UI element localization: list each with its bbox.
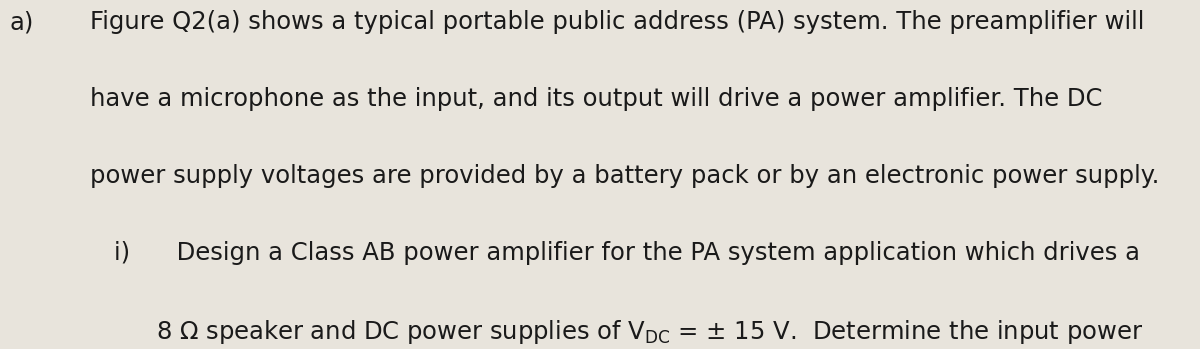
Text: a): a)	[10, 10, 34, 35]
Text: have a microphone as the input, and its output will drive a power amplifier. The: have a microphone as the input, and its …	[90, 87, 1103, 111]
Text: Figure Q2(a) shows a typical portable public address (PA) system. The preamplifi: Figure Q2(a) shows a typical portable pu…	[90, 10, 1145, 35]
Text: 8 $\Omega$ speaker and DC power supplies of V$_\mathrm{DC}$ = $\pm$ 15 V.  Deter: 8 $\Omega$ speaker and DC power supplies…	[156, 318, 1144, 346]
Text: power supply voltages are provided by a battery pack or by an electronic power s: power supply voltages are provided by a …	[90, 164, 1159, 188]
Text: i)      Design a Class AB power amplifier for the PA system application which dr: i) Design a Class AB power amplifier for…	[114, 241, 1140, 265]
